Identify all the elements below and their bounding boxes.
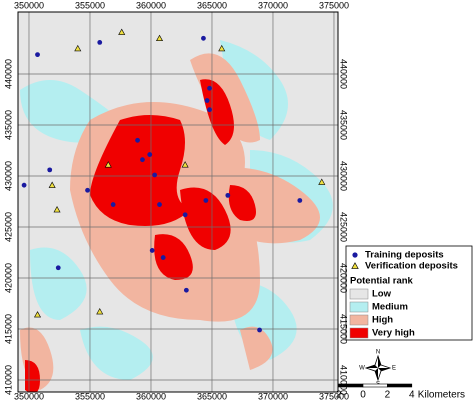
training-deposit <box>21 182 27 188</box>
x-tick-label-top: 370000 <box>258 0 288 10</box>
east-label: E <box>392 366 396 372</box>
training-deposit <box>97 39 103 45</box>
north-arrow: N S E W <box>359 350 396 388</box>
training-deposit <box>135 137 140 143</box>
y-tick-label-left: 425000 <box>3 212 13 242</box>
legend-rank-label: Medium <box>372 302 408 313</box>
training-deposit <box>207 107 212 113</box>
training-deposit <box>207 85 212 91</box>
y-tick-label-left: 440000 <box>3 59 13 89</box>
legend-swatch <box>349 314 369 326</box>
training-deposit <box>182 212 188 218</box>
x-tick-label-bottom: 350000 <box>14 391 44 401</box>
north-label: N <box>376 350 380 356</box>
training-deposit <box>35 52 40 58</box>
training-deposit <box>140 157 145 163</box>
scale-label: 4 <box>409 390 415 401</box>
verification-deposit <box>74 44 82 52</box>
legend-verification-symbol <box>351 262 359 269</box>
training-deposit <box>157 202 162 207</box>
deposits <box>21 28 326 333</box>
x-tick-label-bottom: 360000 <box>136 391 166 401</box>
verification-deposit <box>218 44 226 52</box>
legend-rank-label: Very high <box>372 328 415 339</box>
training-deposit <box>257 327 262 333</box>
scale-unit: Kilometers <box>418 390 465 401</box>
y-tick-label-left: 410000 <box>3 365 13 395</box>
legend-swatch <box>349 288 369 300</box>
verification-deposit <box>104 161 112 168</box>
legend-swatch <box>349 301 369 313</box>
training-deposit <box>47 167 53 173</box>
west-label: W <box>359 366 365 372</box>
x-tick-label-top: 365000 <box>197 0 227 10</box>
scale-segment <box>362 383 388 388</box>
training-deposit <box>225 192 231 198</box>
legend-rank-label: High <box>372 315 393 326</box>
verification-deposit <box>118 28 126 35</box>
x-tick-label-bottom: 375000 <box>319 391 349 401</box>
training-deposit <box>55 265 61 271</box>
x-tick-label-bottom: 355000 <box>75 391 105 401</box>
x-tick-label-bottom: 370000 <box>258 391 288 401</box>
legend-verification-label: Verification deposits <box>365 261 458 272</box>
x-tick-label-top: 355000 <box>75 0 105 10</box>
y-tick-label-right: 415000 <box>339 314 349 344</box>
y-tick-label-right: 430000 <box>339 161 349 191</box>
scale-bar: 2 0 2 4 Kilometers <box>336 383 465 401</box>
y-tick-label-right: 420000 <box>339 263 349 293</box>
legend-title: Potential rank <box>350 276 414 287</box>
training-deposit <box>204 98 210 103</box>
x-tick-label-top: 360000 <box>136 0 166 10</box>
legend-swatch <box>349 327 369 339</box>
legend-training-label: Training deposits <box>365 250 444 261</box>
y-tick-label-left: 415000 <box>3 314 13 344</box>
training-deposit <box>110 202 116 207</box>
training-deposit <box>203 198 209 203</box>
y-tick-label-right: 435000 <box>339 110 349 140</box>
training-deposit <box>160 255 166 260</box>
scale-label: 2 <box>385 390 391 401</box>
training-deposit <box>149 248 155 253</box>
verification-deposit <box>34 311 42 318</box>
y-tick-label-left: 435000 <box>3 110 13 140</box>
y-tick-label-right: 440000 <box>339 59 349 89</box>
scale-label: 2 <box>336 390 342 401</box>
legend-rank-label: Low <box>372 289 392 300</box>
compass-fill <box>366 356 390 380</box>
grid <box>18 12 338 392</box>
verification-deposit <box>318 178 326 185</box>
x-tick-label-top: 350000 <box>14 0 44 10</box>
legend-training-symbol <box>352 252 358 258</box>
training-deposit <box>85 187 90 193</box>
verification-deposit <box>48 181 56 188</box>
training-deposit <box>201 35 206 41</box>
y-tick-label-right: 425000 <box>339 212 349 242</box>
training-deposit <box>183 287 189 293</box>
y-tick-label-left: 430000 <box>3 161 13 191</box>
verification-deposit <box>96 308 104 315</box>
x-tick-label-bottom: 365000 <box>197 391 227 401</box>
scale-segment <box>387 383 413 388</box>
x-tick-label-top: 375000 <box>319 0 349 10</box>
verification-deposit <box>53 206 61 213</box>
scale-label: 0 <box>360 390 366 401</box>
training-deposit <box>297 198 303 203</box>
y-tick-label-left: 420000 <box>3 263 13 293</box>
verification-deposit <box>181 161 189 168</box>
map-frame <box>17 11 339 393</box>
very-high-zone <box>25 79 256 392</box>
training-deposit <box>147 152 153 157</box>
training-deposit <box>152 172 158 178</box>
verification-deposit <box>156 34 164 42</box>
y-tick-label-right: 410000 <box>339 365 349 395</box>
